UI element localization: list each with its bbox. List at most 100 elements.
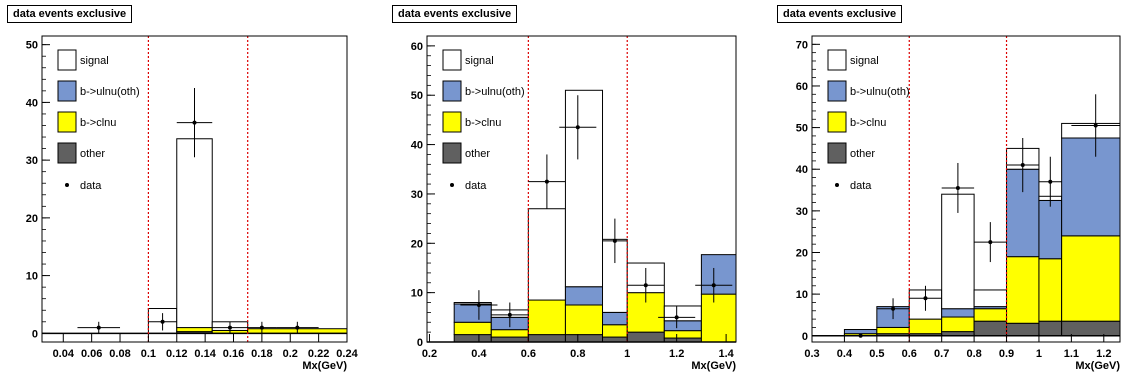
x-tick-label-6: 0.16 <box>223 348 244 360</box>
y-tick-label-2: 20 <box>411 238 423 250</box>
data-point-1 <box>507 312 512 317</box>
x-tick-label-5: 0.8 <box>966 348 981 360</box>
x-tick-label-9: 1.2 <box>1096 348 1111 360</box>
legend-swatch-bclnu <box>827 111 847 133</box>
x-tick-label-0: 0.3 <box>804 348 819 360</box>
x-tick-label-1: 0.4 <box>837 348 853 360</box>
legend-label-bulnu: b->ulnu(oth) <box>850 86 910 98</box>
chart-svg-1: 0 10 20 30 40 50 0.04 0.06 0.08 0.1 0.12 0.14 0.16 0.… <box>26 35 359 372</box>
x-tick-label-0: 0.04 <box>53 348 75 360</box>
plot-frame <box>811 35 1121 343</box>
data-point-5 <box>1020 163 1025 168</box>
bar-bclnu-bin-3 <box>908 318 943 335</box>
x-tick-label-3: 0.8 <box>570 348 585 360</box>
bar-other-bin-5 <box>626 331 665 343</box>
y-tick-label-6: 60 <box>411 41 423 53</box>
legend-label-signal: signal <box>80 55 109 67</box>
y-tick-label-3: 30 <box>26 155 38 167</box>
x-axis-label: Mx(GeV) <box>691 360 736 372</box>
x-tick-label-2: 0.08 <box>109 348 130 360</box>
y-tick-label-5: 50 <box>411 90 423 102</box>
legend-label-data: data <box>465 180 487 192</box>
legend-swatch-bulnu <box>57 80 77 102</box>
bar-bclnu-bin-5 <box>973 308 1008 322</box>
data-point-4 <box>988 240 993 245</box>
bar-other-bin-6 <box>1006 322 1040 337</box>
x-tick-label-4: 1 <box>624 348 630 360</box>
y-tick-label-0: 0 <box>802 331 808 343</box>
legend-swatch-other <box>442 142 462 164</box>
x-tick-label-10: 0.24 <box>336 348 358 360</box>
bar-bclnu-bin-2 <box>527 299 566 336</box>
legend-label-data: data <box>80 180 102 192</box>
x-tick-label-2: 0.5 <box>869 348 884 360</box>
data-point-4 <box>612 238 617 243</box>
chart-title-1: data events exclusive <box>7 5 133 23</box>
legend-data-marker <box>65 183 69 187</box>
legend-swatch-signal <box>57 49 77 71</box>
y-tick-label-1: 10 <box>26 271 38 283</box>
data-point-0 <box>476 302 481 307</box>
x-tick-label-3: 0.6 <box>902 348 917 360</box>
bar-other-bin-8 <box>1061 320 1121 337</box>
bar-bulnu-bin-0 <box>453 303 492 323</box>
x-tick-label-9: 0.22 <box>308 348 329 360</box>
legend-label-data: data <box>850 180 872 192</box>
x-axis-label: Mx(GeV) <box>302 360 347 372</box>
bar-bclnu-bin-0 <box>453 321 492 336</box>
x-tick-label-3: 0.1 <box>141 348 156 360</box>
y-tick-label-4: 40 <box>796 164 808 176</box>
x-tick-label-8: 0.2 <box>283 348 298 360</box>
bar-bclnu-bin-6 <box>663 330 702 339</box>
y-tick-label-5: 50 <box>796 123 808 135</box>
data-point-6 <box>1048 179 1053 184</box>
legend-swatch-signal <box>442 49 462 71</box>
legend-label-other: other <box>465 148 490 160</box>
legend-swatch-bclnu <box>442 111 462 133</box>
x-tick-label-0: 0.2 <box>422 348 437 360</box>
bar-signal-bin-6 <box>663 305 702 322</box>
bar-signal-bin-0 <box>453 302 492 305</box>
legend-swatch-other <box>827 142 847 164</box>
chart-title-2: data events exclusive <box>392 5 518 23</box>
bar-signal-bin-3 <box>564 89 604 288</box>
legend-label-bulnu: b->ulnu(oth) <box>80 86 140 98</box>
bar-bulnu-bin-4 <box>602 311 628 326</box>
legend-swatch-bulnu <box>827 80 847 102</box>
legend-label-bulnu: b->ulnu(oth) <box>465 86 525 98</box>
x-tick-label-7: 1 <box>1036 348 1042 360</box>
bar-signal-bin-5 <box>973 289 1008 308</box>
data-point-1 <box>160 319 165 324</box>
data-point-2 <box>544 179 549 184</box>
data-point-7 <box>1093 123 1098 128</box>
chart-panel-1: 0 10 20 30 40 50 0.04 0.06 0.08 0.1 0.12 0.14 0.16 0.… <box>0 0 374 377</box>
bar-signal-bin-2 <box>527 208 566 301</box>
data-point-6 <box>674 315 679 320</box>
bar-bclnu-bin-2 <box>876 326 910 335</box>
x-tick-label-1: 0.06 <box>81 348 102 360</box>
legend-swatch-bulnu <box>442 80 462 102</box>
chart-title-3: data events exclusive <box>777 5 903 23</box>
y-tick-label-3: 30 <box>796 206 808 218</box>
bar-bclnu-bin-7 <box>700 293 737 343</box>
y-tick-label-2: 20 <box>796 247 808 259</box>
x-tick-label-4: 0.12 <box>166 348 187 360</box>
data-point-0 <box>858 333 863 338</box>
bar-bulnu-bin-6 <box>663 320 702 332</box>
chart-svg-2: 0 10 20 30 40 50 60 0.2 0.4 0.6 0.8 1 1.2 1.4Mx(GeV) s… <box>411 35 737 372</box>
data-point-4 <box>259 325 264 330</box>
x-tick-label-1: 0.4 <box>471 348 487 360</box>
y-tick-label-1: 10 <box>411 288 423 300</box>
bar-bulnu-bin-3 <box>564 286 604 306</box>
data-point-2 <box>923 296 928 301</box>
bar-other-bin-5 <box>973 320 1008 337</box>
legend-label-bclnu: b->clnu <box>465 117 501 129</box>
y-tick-label-2: 20 <box>26 213 38 225</box>
data-point-7 <box>711 283 716 288</box>
bar-bclnu-bin-4 <box>941 316 975 333</box>
legend-swatch-bclnu <box>57 111 77 133</box>
data-point-5 <box>643 283 648 288</box>
x-tick-label-5: 1.2 <box>669 348 684 360</box>
bar-bulnu-bin-1 <box>843 329 878 335</box>
legend-label-other: other <box>80 148 105 160</box>
